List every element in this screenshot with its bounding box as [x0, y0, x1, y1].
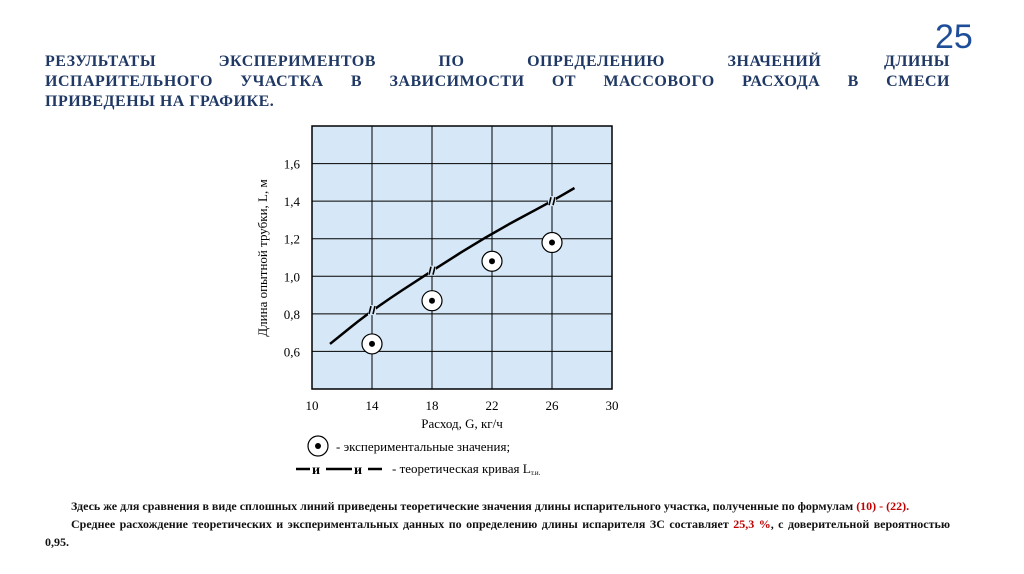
legend: - экспериментальные значения; и и - теор…	[296, 435, 541, 478]
legend-label-points: - экспериментальные значения;	[336, 439, 510, 454]
experimental-points	[361, 231, 563, 355]
formula-reference: (10) - (22).	[856, 499, 910, 513]
x-tick-label: 14	[366, 398, 380, 413]
experimental-point	[549, 239, 555, 246]
y-tick-label: 1,6	[284, 157, 301, 172]
slide-heading: РЕЗУЛЬТАТЫ ЭКСПЕРИМЕНТОВ ПО ОПРЕДЕЛЕНИЮ …	[45, 52, 950, 112]
curve-marker-gap	[548, 196, 556, 207]
y-axis-label: Длина опытной трубки, L, м	[255, 179, 270, 336]
y-tick-label: 1,4	[284, 194, 301, 209]
experimental-point	[369, 340, 375, 347]
x-tick-label: 30	[606, 398, 619, 413]
heading-line-1: РЕЗУЛЬТАТЫ ЭКСПЕРИМЕНТОВ ПО ОПРЕДЕЛЕНИЮ …	[45, 53, 950, 70]
curve-marker-gap	[368, 305, 376, 316]
experimental-point	[429, 297, 435, 304]
x-tick-label: 26	[546, 398, 560, 413]
curve-marker-gap	[428, 265, 436, 276]
x-tick-label: 22	[486, 398, 499, 413]
discrepancy-value: 25,3 %	[733, 517, 771, 531]
x-tick-labels: 10 14 18 22 26 30	[306, 398, 619, 413]
legend-marker-line: и и	[296, 463, 382, 478]
curve-marker-tick	[372, 305, 376, 315]
plot-area	[311, 125, 613, 390]
x-tick-label: 10	[306, 398, 319, 413]
heading-line-2: ИСПАРИТЕЛЬНОГО УЧАСТКА В ЗАВИСИМОСТИ ОТ …	[45, 73, 950, 90]
x-axis-label: Расход, G, кг/ч	[421, 416, 503, 431]
legend-label-subscript: т.и.	[531, 469, 541, 477]
notes: Здесь же для сравнения в виде сплошных л…	[45, 497, 950, 551]
svg-text:и: и	[312, 463, 320, 478]
curve-marker-tick	[548, 196, 552, 206]
note-paragraph-1: Здесь же для сравнения в виде сплошных л…	[71, 499, 910, 513]
grid-lines	[312, 126, 612, 389]
experimental-point	[489, 258, 495, 265]
y-tick-labels: 0,6 0,8 1,0 1,2 1,4 1,6	[284, 157, 301, 360]
curve-marker-tick	[552, 196, 556, 206]
x-tick-label: 18	[426, 398, 439, 413]
note-paragraph-2: Среднее расхождение теоретических и эксп…	[45, 517, 950, 549]
curve-marker-tick	[432, 266, 436, 275]
y-tick-label: 0,6	[284, 344, 301, 359]
y-tick-label: 1,2	[284, 232, 300, 247]
curve-marker-tick	[368, 305, 372, 315]
theory-curve	[329, 186, 576, 345]
y-tick-label: 0,8	[284, 307, 300, 322]
legend-label-line: - теоретическая кривая Lт.и.	[392, 461, 541, 477]
curve-marker-tick	[428, 266, 432, 275]
heading-line-3: ПРИВЕДЕНЫ НА ГРАФИКЕ.	[45, 93, 275, 110]
theory-curve-line	[329, 186, 576, 345]
legend-marker-points	[307, 435, 329, 457]
y-tick-label: 1,0	[284, 269, 300, 284]
slide-number: 25	[935, 18, 973, 56]
svg-text:и: и	[354, 463, 362, 478]
